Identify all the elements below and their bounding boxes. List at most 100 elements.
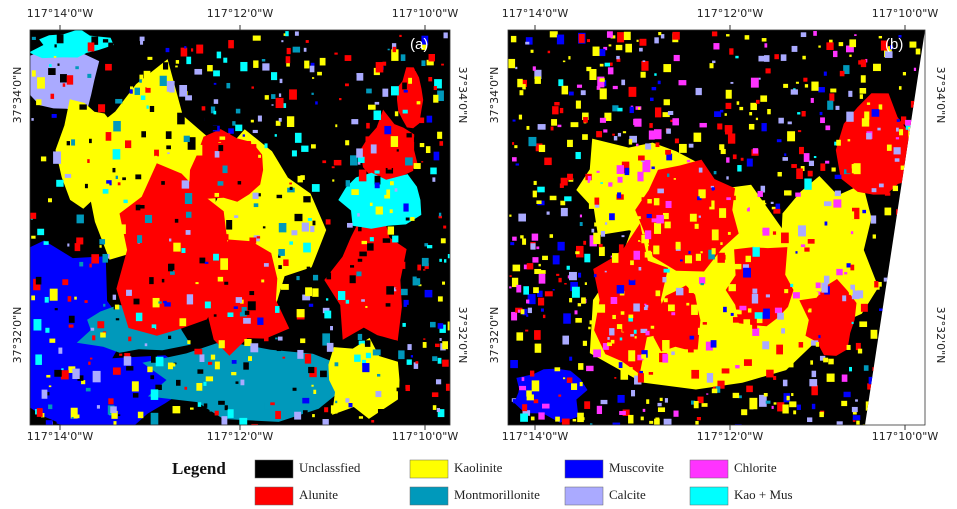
class-pixel (605, 222, 607, 225)
class-pixel (563, 377, 565, 379)
class-pixel (781, 328, 785, 333)
class-pixel (690, 336, 695, 340)
class-pixel (781, 233, 789, 244)
class-pixel (132, 381, 139, 391)
class-pixel (884, 278, 891, 282)
class-pixel (597, 406, 602, 414)
class-pixel (842, 295, 846, 301)
class-pixel (75, 415, 79, 419)
class-pixel (553, 289, 555, 290)
class-pixel (232, 121, 235, 126)
class-pixel (879, 308, 883, 311)
class-pixel (703, 322, 707, 325)
class-pixel (45, 328, 49, 333)
class-pixel (782, 404, 788, 413)
class-pixel (762, 38, 767, 42)
class-pixel (442, 360, 449, 367)
class-pixel (163, 301, 167, 303)
class-pixel (700, 251, 702, 253)
class-pixel (295, 31, 299, 35)
class-pixel (827, 101, 833, 110)
class-pixel (126, 290, 132, 296)
class-pixel (730, 82, 733, 84)
class-pixel (788, 121, 792, 124)
class-pixel (729, 48, 733, 54)
class-pixel (248, 301, 256, 310)
class-pixel (412, 394, 418, 400)
class-pixel (533, 287, 539, 293)
class-pixel (616, 329, 622, 335)
legend-label: Kao + Mus (734, 487, 793, 502)
class-pixel (791, 393, 793, 396)
class-pixel (795, 251, 797, 253)
left-coord-label: 37°34'0"N (488, 67, 501, 124)
class-pixel (311, 144, 316, 148)
class-pixel (275, 338, 277, 340)
class-pixel (706, 393, 708, 394)
class-pixel (600, 64, 604, 67)
class-pixel (908, 129, 910, 131)
class-pixel (348, 374, 355, 381)
class-pixel (57, 34, 64, 43)
class-pixel (437, 132, 442, 139)
class-pixel (438, 323, 444, 329)
class-pixel (545, 291, 553, 296)
class-pixel (608, 182, 612, 186)
class-pixel (777, 281, 782, 286)
class-pixel (359, 416, 363, 419)
class-pixel (194, 69, 202, 75)
class-pixel (352, 80, 357, 86)
class-pixel (791, 164, 797, 168)
class-pixel (783, 84, 788, 88)
class-pixel (511, 36, 516, 42)
class-pixel (801, 244, 805, 247)
class-pixel (773, 376, 776, 380)
class-pixel (538, 124, 546, 130)
class-pixel (184, 136, 190, 142)
class-pixel (849, 290, 853, 295)
class-pixel (516, 332, 523, 340)
class-pixel (279, 93, 281, 97)
class-pixel (304, 48, 307, 52)
class-pixel (677, 193, 683, 203)
class-pixel (679, 80, 687, 85)
class-pixel (511, 312, 517, 321)
class-pixel (226, 83, 230, 88)
class-pixel (302, 223, 309, 232)
class-pixel (783, 380, 788, 387)
class-pixel (404, 90, 408, 93)
class-pixel (108, 398, 113, 404)
class-pixel (764, 55, 769, 62)
class-pixel (519, 390, 526, 394)
class-pixel (42, 390, 48, 399)
class-pixel (575, 318, 582, 323)
class-pixel (852, 407, 858, 412)
class-pixel (599, 247, 605, 256)
class-pixel (919, 161, 926, 172)
class-pixel (629, 280, 636, 285)
class-pixel (389, 340, 396, 346)
class-pixel (871, 215, 876, 223)
class-pixel (65, 174, 71, 178)
class-pixel (375, 102, 380, 105)
class-pixel (37, 408, 43, 417)
class-pixel (380, 186, 387, 195)
class-pixel (428, 77, 432, 81)
class-pixel (532, 257, 538, 263)
class-pixel (245, 311, 250, 315)
class-pixel (796, 82, 799, 84)
class-pixel (144, 71, 151, 82)
class-pixel (643, 60, 646, 62)
class-pixel (567, 377, 573, 382)
class-pixel (370, 203, 373, 206)
class-pixel (208, 362, 212, 365)
class-pixel (270, 402, 274, 405)
bottom-coord-label: 117°10'0"W (392, 430, 459, 443)
class-pixel (855, 399, 858, 401)
class-pixel (841, 401, 847, 406)
class-pixel (326, 219, 331, 224)
class-pixel (163, 62, 168, 69)
class-pixel (618, 133, 621, 137)
class-pixel (402, 83, 407, 90)
class-pixel (253, 36, 261, 41)
